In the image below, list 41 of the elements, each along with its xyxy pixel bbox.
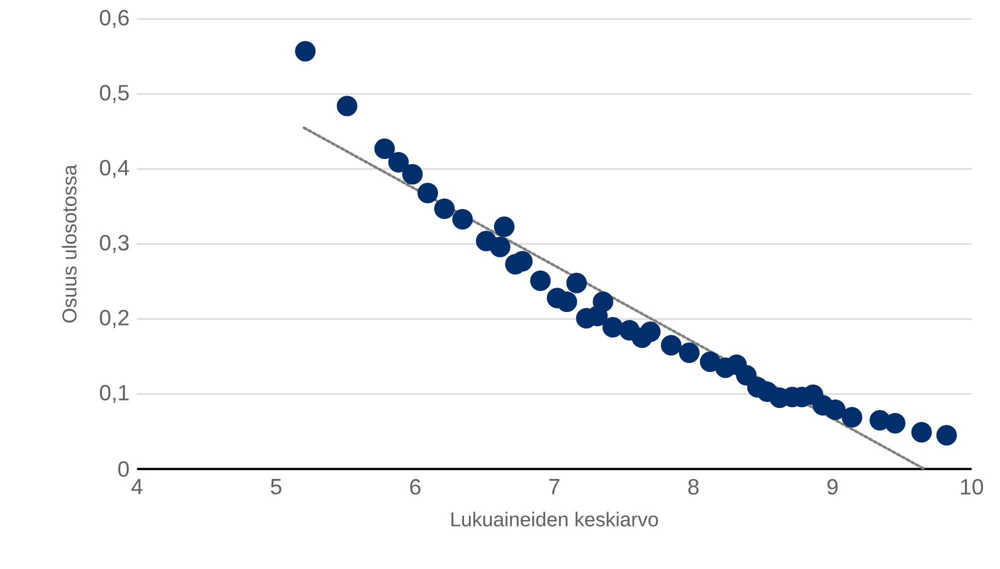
point [566,272,587,294]
point [884,412,906,434]
point [374,138,395,160]
point [825,399,846,420]
y-tick-label: 0,1 [100,384,129,404]
y-tick-label: 0,2 [100,310,129,328]
point [640,321,661,342]
x-tick-label: 10 [961,479,984,495]
x-tick-label: 7 [549,479,560,494]
x-tick-label: 5 [270,479,282,494]
y-tick-label: 0,5 [100,84,129,104]
x-tick-label: 9 [827,479,838,495]
point [490,236,510,258]
point [402,164,423,185]
x-tick-label: 4 [131,479,142,494]
x-tick-label: 6 [410,479,420,495]
y-tick-label: 0 [118,461,129,477]
point [592,291,614,312]
point [452,208,473,230]
point [556,291,578,312]
point [388,152,409,173]
point [660,334,682,356]
point [434,198,455,220]
point [936,424,957,446]
x-tick-label: 8 [688,479,699,495]
point [336,96,358,116]
y-tick-label: 0,3 [100,234,129,254]
point [530,270,551,292]
point [295,40,316,62]
point [700,351,720,372]
point [842,406,862,428]
y-tick-label: 0,6 [100,10,129,28]
point [602,316,624,338]
point [911,422,932,443]
point [736,364,757,386]
y-tick-label: 0,4 [100,160,129,178]
x-axis-title: Lukuaineiden keskiarvo [451,512,658,526]
point [679,342,700,364]
point [494,216,515,238]
y-axis-title: Osuus ulosotossa [62,164,77,323]
point [417,182,438,204]
